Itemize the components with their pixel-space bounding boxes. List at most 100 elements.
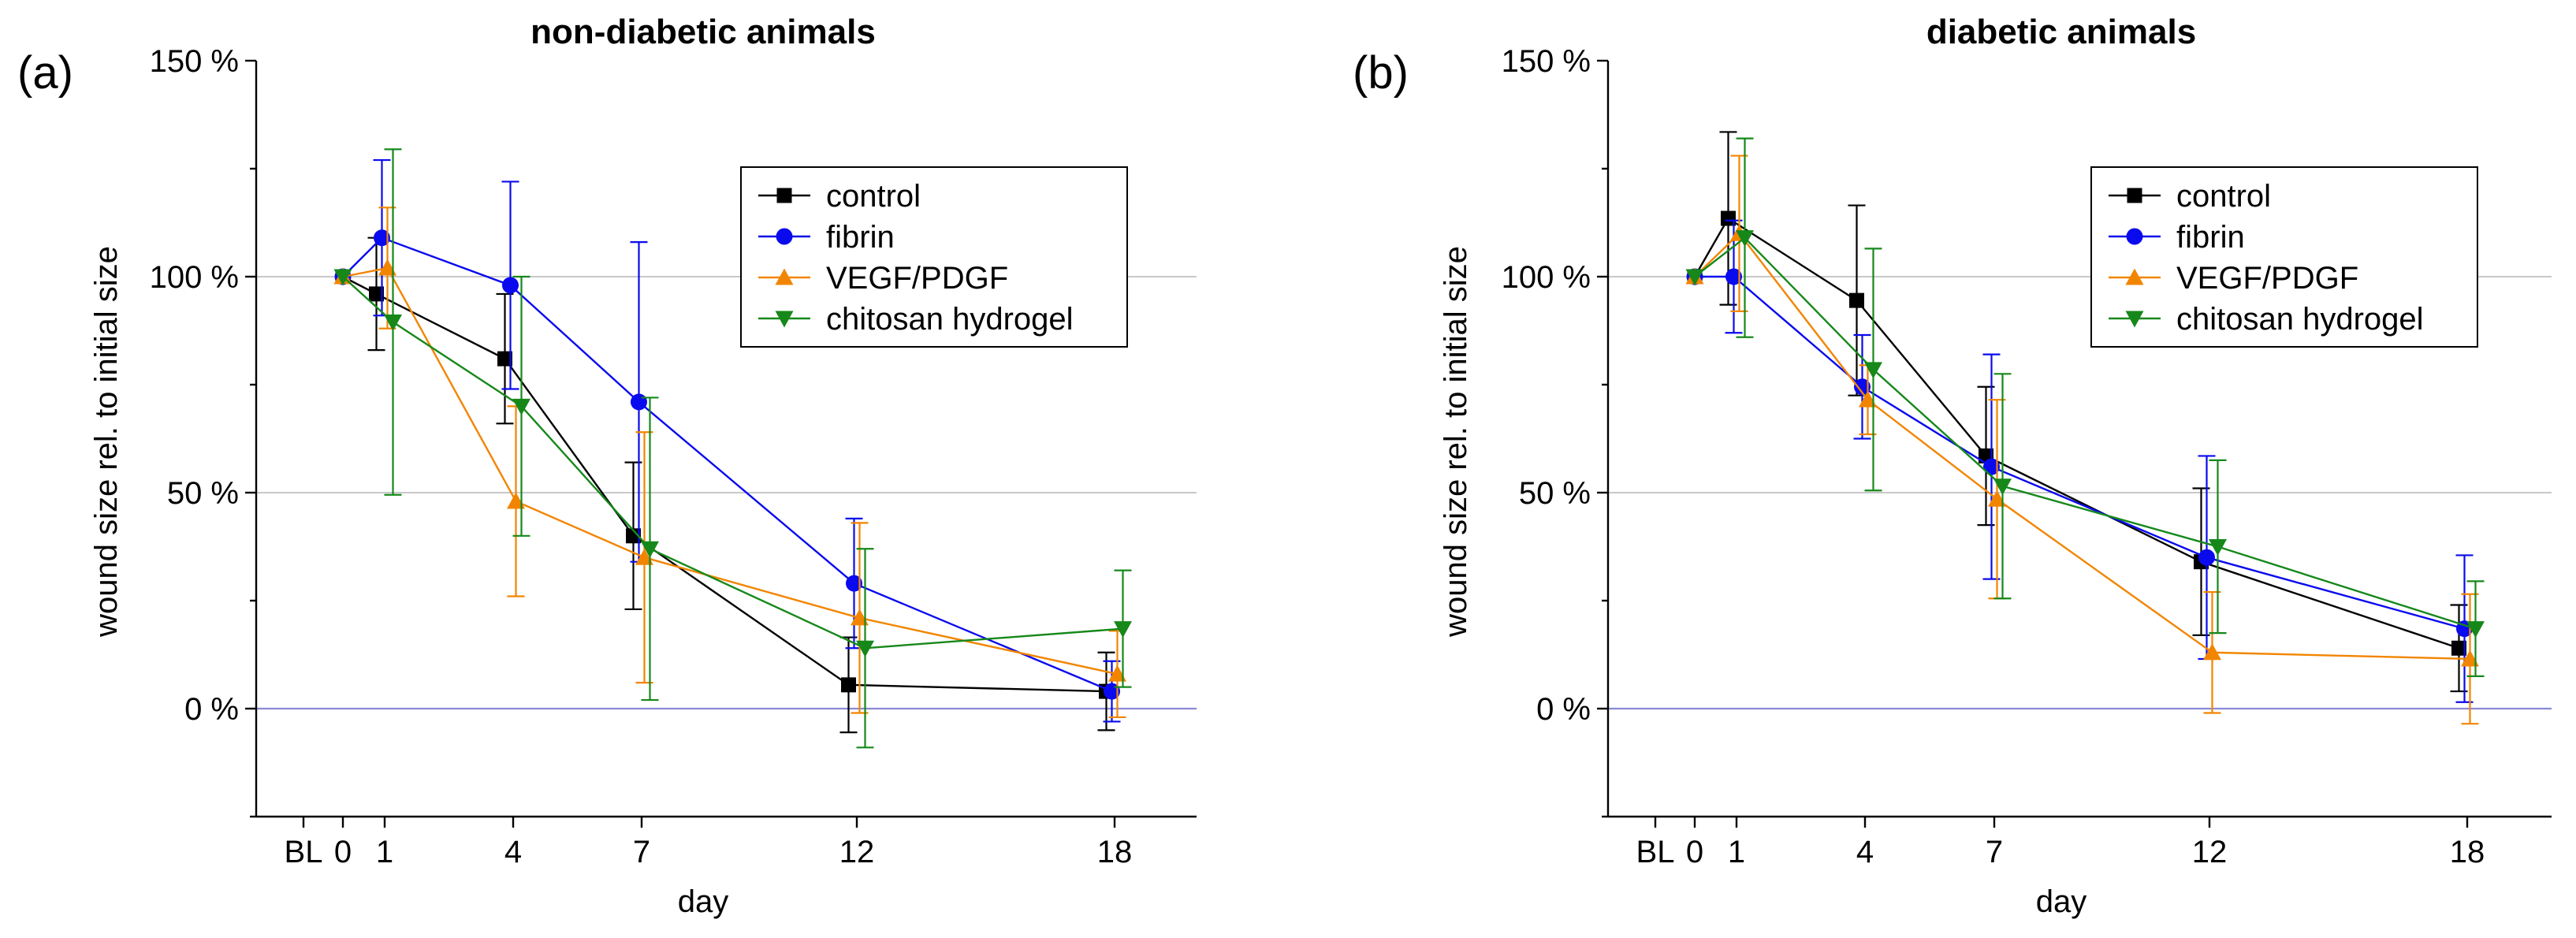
legend-marker: [2126, 228, 2143, 245]
legend-marker: [2127, 188, 2142, 203]
legend-marker: [776, 188, 792, 203]
data-point: [2198, 549, 2215, 566]
y-tick-label: 0 %: [1536, 692, 1591, 727]
chart-title-a: non-diabetic animals: [530, 13, 876, 51]
data-point: [841, 677, 856, 693]
x-tick-label: 4: [504, 835, 522, 869]
data-point: [1864, 362, 1882, 379]
x-tick-label: BL: [1636, 835, 1675, 869]
legend-box: [2090, 166, 2478, 348]
x-tick-label: 12: [2192, 835, 2228, 869]
y-tick-label: 100 %: [1502, 260, 1591, 295]
data-point: [378, 259, 396, 276]
series-fibrin: [334, 158, 1121, 723]
data-point: [369, 286, 384, 302]
x-tick-label: 7: [633, 835, 650, 869]
legend-entry: control: [826, 179, 921, 214]
legend-box: [740, 166, 1128, 348]
data-point: [2451, 640, 2466, 656]
plot-area-a: 150 % 100 % 50 % 0 % BL 0 1 4 7 12 18 control fibrin…: [150, 44, 1197, 869]
data-point: [333, 269, 352, 286]
data-point: [384, 315, 402, 332]
data-point: [1725, 268, 1742, 285]
x-tick-label: 4: [1856, 835, 1874, 869]
y-tick-label: 50 %: [1519, 476, 1591, 511]
x-axis-label-b: day: [2036, 884, 2087, 919]
series-line: [342, 266, 1118, 676]
legend-entry: fibrin: [2176, 220, 2245, 255]
data-point: [641, 541, 659, 558]
series-line: [342, 276, 1123, 650]
data-point: [1721, 210, 1736, 226]
legend-marker: [775, 268, 794, 285]
legend-entry: chitosan hydrogel: [2176, 302, 2424, 337]
x-tick-label: 18: [2450, 835, 2485, 869]
legend-marker: [2125, 268, 2144, 285]
data-point: [1108, 664, 1126, 682]
legend-entry: fibrin: [826, 220, 895, 255]
data-point: [626, 528, 641, 544]
x-tick-label: 0: [1686, 835, 1703, 869]
data-point: [635, 548, 653, 565]
y-tick-label: 0 %: [184, 692, 239, 727]
series-vegf-pdgf: [333, 207, 1126, 719]
data-point: [1849, 292, 1864, 308]
data-point: [2461, 650, 2479, 667]
data-point: [507, 492, 525, 509]
legend-marker: [776, 228, 793, 245]
data-point: [1854, 378, 1871, 396]
x-tick-label: 7: [1986, 835, 2003, 869]
y-axis-label-a: wound size rel. to initial size: [89, 246, 124, 638]
chart-panel-b: (b) diabetic animals day wound size rel.…: [1353, 13, 2552, 919]
data-point: [1983, 458, 2000, 475]
y-tick-label: 50 %: [167, 476, 239, 511]
chart-panel-a: (a) non-diabetic animals day wound size …: [17, 13, 1197, 919]
legend-marker: [775, 311, 794, 328]
data-point: [1114, 621, 1132, 638]
x-axis-label-a: day: [678, 884, 729, 919]
data-point: [497, 351, 512, 367]
data-point: [631, 393, 647, 411]
y-axis-label-b: wound size rel. to initial size: [1439, 246, 1473, 638]
legend-marker: [2125, 311, 2144, 328]
series-line: [1693, 217, 2459, 650]
data-point: [2209, 539, 2227, 556]
legend: control fibrin VEGF/PDGF chitosan hydrogel: [740, 166, 1128, 348]
data-point: [2203, 643, 2221, 661]
legend-entry: VEGF/PDGF: [2176, 261, 2358, 296]
data-point: [1859, 390, 1877, 408]
legend-entry: chitosan hydrogel: [826, 302, 1074, 337]
x-tick-label: BL: [285, 835, 323, 869]
series-line: [342, 236, 1112, 693]
x-tick-label: 12: [839, 835, 875, 869]
legend: control fibrin VEGF/PDGF chitosan hydrogel: [2090, 166, 2478, 348]
x-tick-label: 1: [1728, 835, 1745, 869]
legend-entry: VEGF/PDGF: [826, 261, 1008, 296]
legend-entry: control: [2176, 179, 2271, 214]
data-point: [846, 575, 862, 592]
data-point: [1988, 489, 2006, 507]
y-tick-label: 100 %: [150, 260, 239, 295]
x-tick-label: 18: [1097, 835, 1133, 869]
data-point: [1685, 269, 1704, 286]
data-point: [1993, 478, 2012, 496]
y-tick-label: 150 %: [150, 44, 239, 79]
data-point: [851, 609, 869, 626]
series-line: [1694, 236, 2476, 630]
plot-area-b: 150 % 100 % 50 % 0 % BL 0 1 4 7 12 18 control fibrin…: [1502, 44, 2552, 869]
data-point: [502, 277, 519, 294]
series-chitosan-hydrogel: [1685, 137, 2485, 678]
panel-label-b: (b): [1353, 47, 1409, 99]
series-chitosan-hydrogel: [333, 148, 1132, 749]
y-tick-label: 150 %: [1502, 44, 1591, 79]
data-point: [512, 398, 530, 415]
data-point: [1736, 230, 1754, 248]
panel-label-a: (a): [17, 47, 73, 99]
x-tick-label: 1: [376, 835, 393, 869]
x-tick-label: 0: [334, 835, 352, 869]
data-point: [374, 229, 390, 247]
data-point: [856, 640, 874, 657]
data-point: [2466, 621, 2485, 638]
chart-title-b: diabetic animals: [1926, 13, 2196, 51]
